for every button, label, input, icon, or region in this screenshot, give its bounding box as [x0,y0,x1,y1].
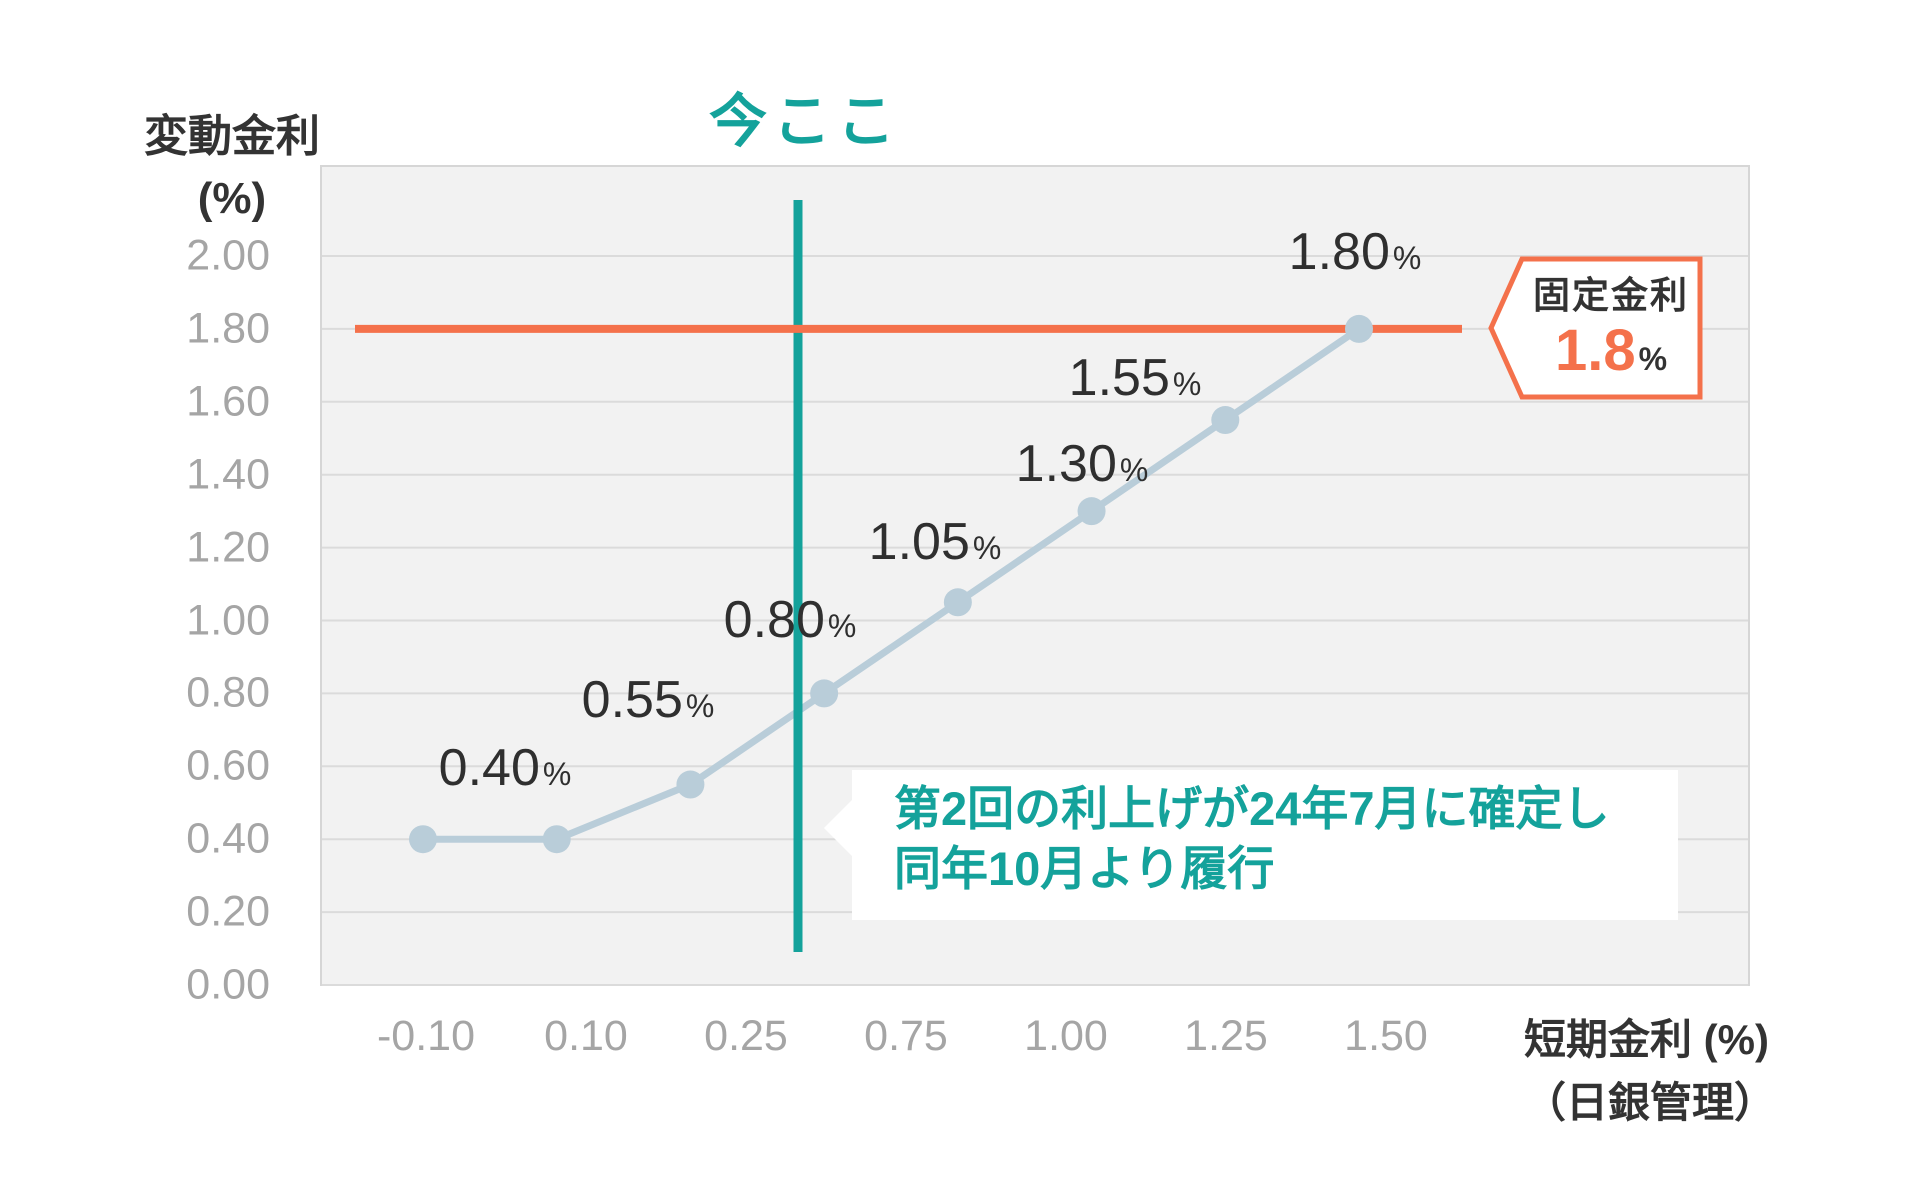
y-axis-title-line2: (%) [197,174,267,224]
point-label-unit: % [542,756,572,792]
x-tick-label: -0.10 [376,1012,476,1060]
point-label: 0.40% [439,738,572,798]
now-here-title: 今ここ [708,89,901,154]
point-label-unit: % [1119,452,1149,488]
x-tick-label: 0.25 [704,1012,788,1060]
y-tick-label: 0.20 [186,887,270,936]
badge-unit: % [1638,340,1668,377]
point-label: 0.55% [582,670,715,730]
point-label-unit: % [972,530,1002,566]
y-tick-label: 1.40 [186,450,270,499]
fixed-rate-badge: 固定金利 1.8 % [1488,256,1704,401]
y-tick-label: 2.00 [186,231,270,280]
point-label: 1.55% [1069,348,1202,408]
callout-arrow-left-icon [824,799,853,857]
point-label: 1.80% [1289,222,1422,282]
point-label-value: 0.55 [581,671,683,729]
badge-label: 固定金利 [1533,275,1689,317]
point-label-unit: % [827,608,857,644]
y-tick-label: 0.00 [186,960,270,1009]
point-label-unit: % [1172,366,1202,402]
callout-line2: 同年10月より履行 [894,842,1275,895]
y-tick-label: 0.80 [186,668,270,717]
y-axis-title-line1: 変動金利 [144,112,320,161]
point-label: 0.80% [724,590,857,650]
y-axis-title: 変動金利 (%) [126,106,338,231]
x-tick-label: 1.50 [1344,1012,1428,1060]
point-label-value: 0.80 [723,591,825,649]
x-tick-label: 0.10 [544,1012,628,1060]
point-label-unit: % [685,688,715,724]
y-tick-label: 0.60 [186,741,270,790]
x-axis-title-line2: （日銀管理） [1524,1079,1777,1126]
point-label-value: 1.05 [868,513,970,571]
y-tick-label: 0.40 [186,814,270,863]
y-tick-label: 1.00 [186,596,270,644]
x-tick-label: 1.25 [1184,1012,1268,1060]
point-label: 1.30% [1016,434,1149,494]
x-tick-label: 0.75 [864,1012,948,1060]
x-axis-title-line1: 短期金利 (%) [1524,1016,1769,1063]
point-label-value: 0.40 [438,739,540,797]
y-tick-label: 1.60 [186,377,270,426]
badge-value: 1.8 [1554,317,1636,383]
callout-line1: 第2回の利上げが24年7月に確定し [894,782,1610,835]
y-tick-label: 1.80 [186,304,270,353]
point-label: 1.05% [869,512,1002,572]
point-label-value: 1.55 [1068,349,1170,407]
point-label-value: 1.30 [1015,435,1117,493]
y-tick-label: 1.20 [186,523,270,572]
x-axis-title: 短期金利 (%) （日銀管理） [1524,1008,1777,1134]
point-label-unit: % [1392,240,1422,276]
rate-hike-callout: 第2回の利上げが24年7月に確定し 同年10月より履行 [824,770,1678,920]
point-label-value: 1.80 [1288,223,1390,281]
x-tick-label: 1.00 [1024,1012,1108,1060]
